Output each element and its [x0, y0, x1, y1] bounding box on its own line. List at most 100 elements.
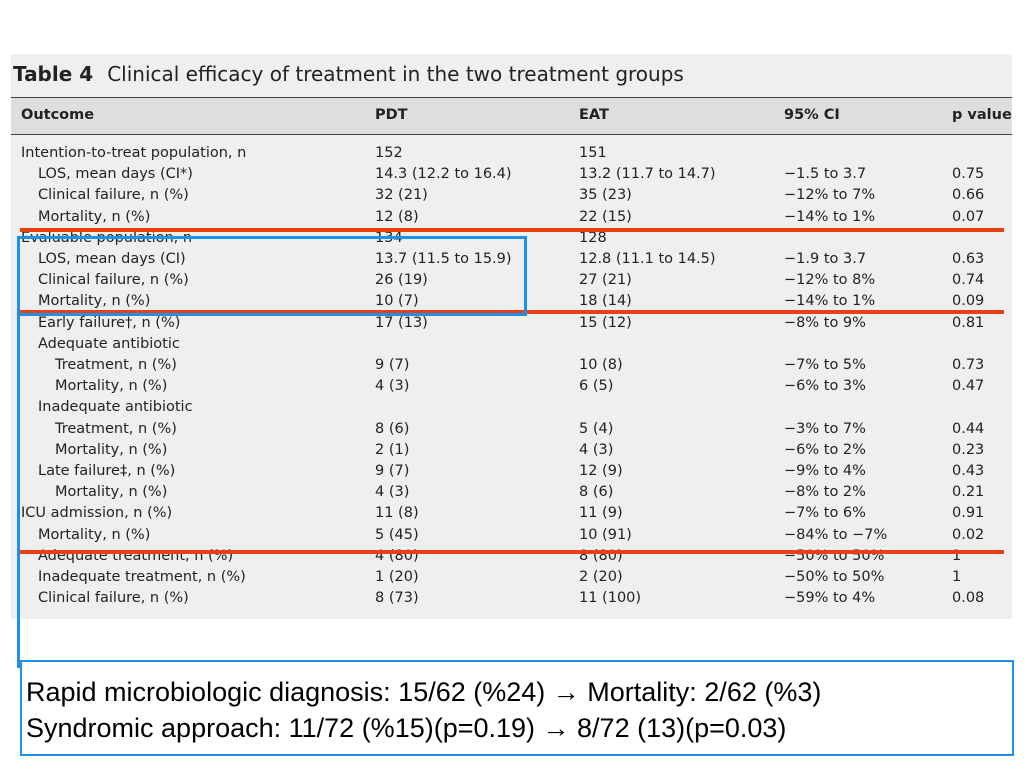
table-row: Clinical failure, n (%) 32 (21) 35 (23) −12… [11, 186, 1012, 207]
table-row: Early failure†, n (%) 17 (13) 15 (12) −8% t… [11, 314, 1012, 335]
cell-outcome: Clinical failure, n (%) [38, 272, 189, 289]
cell-ci: −6% to 2% [784, 441, 866, 458]
cell-p-value: 0.81 [952, 314, 985, 331]
table-row: Mortality, n (%) 4 (3) 8 (6) −8% to 2% 0.21 [11, 483, 1012, 504]
cell-outcome: Intention-to-treat population, n [21, 145, 247, 161]
cell-eat: 6 (5) [579, 378, 614, 395]
cell-ci: −12% to 7% [784, 187, 876, 204]
clinical-efficacy-table: Table 4 Clinical efficacy of treatment in… [11, 54, 1012, 619]
table-title: Table 4 Clinical efficacy of treatment in… [13, 57, 684, 91]
cell-eat: 12 (9) [579, 463, 623, 479]
cell-ci: −7% to 5% [784, 357, 866, 373]
cell-ci: −8% to 9% [784, 314, 866, 331]
cell-p-value: 0.07 [952, 208, 985, 225]
table-row: Inadequate antibiotic [11, 398, 1012, 419]
red-highlight-line-1 [20, 228, 1004, 232]
cell-pdt: 152 [375, 145, 403, 161]
cell-outcome: Inadequate treatment, n (%) [38, 569, 246, 585]
cell-outcome: Mortality, n (%) [38, 208, 151, 225]
table-row: ICU admission, n (%) 11 (8) 11 (9) −7% to 6… [11, 504, 1012, 525]
cell-pdt: 9 (7) [375, 357, 410, 373]
cell-outcome: Clinical failure, n (%) [38, 187, 189, 204]
highlight-connector-line [17, 316, 20, 668]
cell-outcome: Mortality, n (%) [38, 526, 151, 543]
cell-p-value: 0.08 [952, 590, 985, 607]
cell-outcome: LOS, mean days (CI*) [38, 166, 193, 183]
cell-p-value: 0.21 [952, 484, 985, 501]
cell-pdt: 2 (1) [375, 441, 410, 458]
red-highlight-line-3 [20, 550, 1004, 554]
cell-ci: −50% to 50% [784, 569, 885, 585]
cell-pdt: 1 (20) [375, 569, 419, 585]
table-caption: Clinical efficacy of treatment in the tw… [107, 62, 684, 86]
cell-outcome: Treatment, n (%) [55, 420, 177, 437]
table-row: Clinical failure, n (%) 26 (19) 27 (21) −12… [11, 271, 1012, 292]
cell-ci: −8% to 2% [784, 484, 866, 501]
table-row: Intention-to-treat population, n 152 151 [11, 144, 1012, 165]
cell-pdt: 4 (3) [375, 484, 410, 501]
cell-p-value: 0.66 [952, 187, 985, 204]
cell-eat: 22 (15) [579, 208, 632, 225]
cell-eat: 15 (12) [579, 314, 632, 331]
header-bottom-rule [11, 134, 1012, 135]
cell-pdt: 8 (6) [375, 420, 410, 437]
cell-outcome: Early failure†, n (%) [38, 314, 181, 331]
cell-pdt: 10 (7) [375, 293, 419, 310]
cell-ci: −12% to 8% [784, 272, 876, 289]
cell-eat: 128 [579, 229, 607, 246]
table-row: Adequate antibiotic [11, 335, 1012, 356]
table-row: LOS, mean days (CI*) 14.3 (12.2 to 16.4) 1… [11, 165, 1012, 186]
cell-outcome: ICU admission, n (%) [21, 505, 173, 522]
cell-eat: 13.2 (11.7 to 14.7) [579, 166, 716, 183]
cell-eat: 35 (23) [579, 187, 632, 204]
cell-eat: 10 (91) [579, 526, 632, 543]
cell-outcome: Inadequate antibiotic [38, 399, 193, 416]
cell-outcome: Mortality, n (%) [38, 293, 151, 310]
cell-eat: 10 (8) [579, 357, 623, 373]
summary-caption-box: Rapid microbiologic diagnosis: 15/62 (%2… [20, 660, 1014, 756]
cell-pdt: 12 (8) [375, 208, 419, 225]
cell-p-value: 1 [952, 569, 962, 585]
cell-p-value: 0.23 [952, 441, 985, 458]
header-p-value: p value [952, 107, 1012, 123]
cell-eat: 2 (20) [579, 569, 623, 585]
cell-outcome: Mortality, n (%) [55, 441, 168, 458]
cell-p-value: 0.73 [952, 357, 985, 373]
cell-p-value: 0.47 [952, 378, 985, 395]
header-ci: 95% CI [784, 107, 840, 123]
cell-ci: −59% to 4% [784, 590, 876, 607]
cell-outcome: Treatment, n (%) [55, 357, 177, 373]
cell-ci: −6% to 3% [784, 378, 866, 395]
cell-ci: −1.9 to 3.7 [784, 251, 867, 267]
cell-ci: −9% to 4% [784, 463, 866, 479]
cell-eat: 5 (4) [579, 420, 614, 437]
table-row: Inadequate treatment, n (%) 1 (20) 2 (20) −… [11, 568, 1012, 589]
table-number: Table 4 [13, 62, 94, 86]
cell-pdt: 13.7 (11.5 to 15.9) [375, 251, 512, 267]
cell-outcome: Clinical failure, n (%) [38, 590, 189, 607]
cell-pdt: 5 (45) [375, 526, 419, 543]
cell-pdt: 9 (7) [375, 463, 410, 479]
table-row: Late failure‡, n (%) 9 (7) 12 (9) −9% to 4%… [11, 462, 1012, 483]
caption-line-rapid-diagnosis: Rapid microbiologic diagnosis: 15/62 (%2… [26, 677, 822, 707]
table-row: Mortality, n (%) 10 (7) 18 (14) −14% to 1% 0… [11, 292, 1012, 313]
cell-eat: 18 (14) [579, 293, 632, 310]
cell-outcome: Mortality, n (%) [55, 378, 168, 395]
red-highlight-line-2 [20, 310, 1004, 314]
cell-ci: −3% to 7% [784, 420, 866, 437]
cell-eat: 4 (3) [579, 441, 614, 458]
table-row: Mortality, n (%) 12 (8) 22 (15) −14% to 1% 0… [11, 208, 1012, 229]
cell-outcome: Late failure‡, n (%) [38, 463, 176, 479]
cell-pdt: 32 (21) [375, 187, 428, 204]
cell-ci: −14% to 1% [784, 208, 876, 225]
cell-p-value: 0.44 [952, 420, 985, 437]
table-row: Mortality, n (%) 4 (3) 6 (5) −6% to 3% 0.47 [11, 377, 1012, 398]
caption-line-syndromic-approach: Syndromic approach: 11/72 (%15)(p=0.19) … [26, 713, 787, 743]
table-row: Mortality, n (%) 5 (45) 10 (91) −84% to −7%… [11, 526, 1012, 547]
cell-pdt: 11 (8) [375, 505, 419, 522]
cell-p-value: 0.43 [952, 463, 985, 479]
cell-outcome: Mortality, n (%) [55, 484, 168, 501]
table-row: LOS, mean days (CI) 13.7 (11.5 to 15.9) 12… [11, 250, 1012, 271]
header-outcome: Outcome [21, 107, 95, 123]
cell-outcome: Adequate antibiotic [38, 335, 180, 352]
